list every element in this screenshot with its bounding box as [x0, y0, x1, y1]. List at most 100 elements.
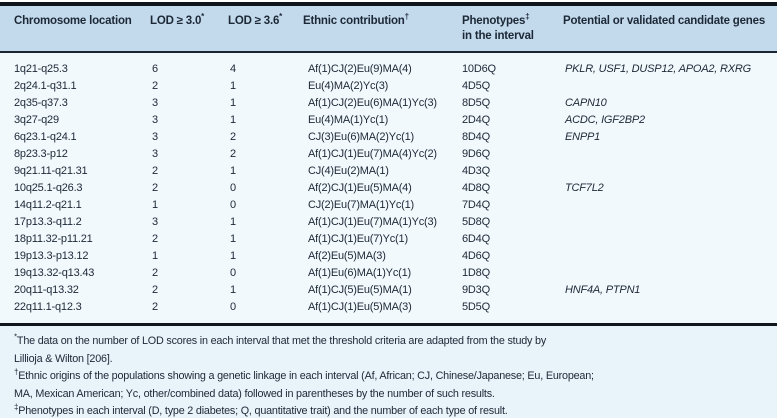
cell-lod30: 6 — [152, 63, 158, 75]
table-row: 2q35-q37.3 3 1 Af(1)CJ(2)Eu(6)MA(1)Yc(3)… — [0, 95, 777, 112]
cell-location: 3q27-q29 — [14, 114, 59, 126]
cell-ethnic: Af(1)CJ(1)Eu(7)MA(1)Yc(3) — [308, 216, 437, 228]
cell-lod30: 2 — [152, 284, 158, 296]
table-row: 19q13.32-q13.43 2 0 Af(1)Eu(6)MA(1)Yc(1)… — [0, 265, 777, 282]
cell-lod36: 1 — [230, 284, 236, 296]
cell-genes: ACDC, IGF2BP2 — [565, 114, 645, 126]
table-bottom-rule — [0, 323, 777, 326]
footnote-ethnic-origins: †Ethnic origins of the populations showi… — [14, 368, 767, 403]
cell-lod30: 1 — [152, 250, 158, 262]
cell-location: 19q13.32-q13.43 — [14, 267, 95, 279]
cell-phenotypes: 4D6Q — [462, 250, 490, 262]
footnote-text: Ethnic origins of the populations showin… — [18, 370, 594, 382]
cell-lod36: 0 — [230, 267, 236, 279]
cell-lod36: 0 — [230, 199, 236, 211]
footnote-text: MA, Mexican American; Yc, other/combined… — [14, 387, 495, 400]
footnote-text: Phenotypes in each interval (D, type 2 d… — [18, 405, 508, 417]
cell-phenotypes: 5D8Q — [462, 216, 490, 228]
table-row: 6q23.1-q24.1 3 2 CJ(3)Eu(6)MA(2)Yc(1) 8D… — [0, 129, 777, 146]
header-label: Chromosome location — [14, 15, 132, 27]
header-label-line2: in the interval — [462, 30, 534, 42]
cell-ethnic: Eu(4)MA(2)Yc(3) — [308, 80, 389, 92]
column-header-phenotypes: Phenotypes‡ in the interval — [462, 6, 563, 53]
cell-location: 8p23.3-p12 — [14, 148, 68, 160]
table-footnotes: *The data on the number of LOD scores in… — [0, 326, 777, 418]
cell-location: 1q21-q25.3 — [14, 63, 68, 75]
cell-genes — [563, 146, 777, 163]
cell-genes: TCF7L2 — [565, 182, 604, 194]
cell-genes: ENPP1 — [565, 131, 601, 143]
cell-lod30: 3 — [152, 148, 158, 160]
cell-ethnic: CJ(4)Eu(2)MA(1) — [308, 165, 389, 177]
cell-lod30: 2 — [152, 182, 158, 194]
header-label: LOD ≥ 3.6 — [228, 15, 280, 27]
cell-lod30: 3 — [152, 97, 158, 109]
cell-lod30: 2 — [152, 301, 158, 313]
column-header-chromosome-location: Chromosome location — [0, 6, 150, 53]
cell-lod36: 1 — [230, 165, 236, 177]
footnote-asterisk-marker: * — [14, 332, 17, 342]
cell-lod30: 2 — [152, 267, 158, 279]
cell-genes: HNF4A, PTPN1 — [565, 284, 641, 296]
table-row: 8p23.3-p12 3 2 Af(1)CJ(1)Eu(7)MA(4)Yc(2)… — [0, 146, 777, 163]
table-top-rule — [0, 2, 777, 6]
header-footnote-marker: ‡ — [525, 12, 530, 22]
cell-ethnic: Af(1)CJ(2)Eu(9)MA(4) — [308, 63, 412, 75]
cell-location: 2q24.1-q31.1 — [14, 80, 77, 92]
cell-genes — [563, 78, 777, 95]
table-row: 20q11-q13.32 2 1 Af(1)CJ(5)Eu(5)MA(1) 9D… — [0, 282, 777, 299]
top-margin — [0, 0, 777, 2]
cell-phenotypes: 4D5Q — [462, 80, 490, 92]
cell-location: 14q11.2-q21.1 — [14, 199, 82, 211]
cell-phenotypes: 8D5Q — [462, 97, 490, 109]
cell-genes — [563, 248, 777, 265]
cell-ethnic: Af(1)CJ(1)Eu(5)MA(3) — [308, 301, 412, 313]
column-header-candidate-genes: Potential or validated candidate genes — [563, 6, 777, 53]
table-header: Chromosome location LOD ≥ 3.0* LOD ≥ 3.6… — [0, 6, 777, 53]
cell-genes — [563, 265, 777, 282]
cell-location: 17p13.3-q11.2 — [14, 216, 82, 228]
cell-genes — [563, 299, 777, 323]
cell-phenotypes: 9D3Q — [462, 284, 490, 296]
cell-phenotypes: 10D6Q — [462, 63, 496, 75]
cell-ethnic: Af(1)Eu(6)MA(1)Yc(1) — [308, 267, 411, 279]
header-footnote-marker: * — [279, 12, 283, 22]
cell-phenotypes: 7D4Q — [462, 199, 490, 211]
cell-ethnic: Af(2)CJ(1)Eu(5)MA(4) — [308, 182, 412, 194]
cell-location: 19p13.3-p13.12 — [14, 250, 89, 262]
cell-phenotypes: 4D8Q — [462, 182, 490, 194]
cell-ethnic: Af(1)CJ(1)Eu(7)MA(4)Yc(2) — [308, 148, 437, 160]
header-label: LOD ≥ 3.0 — [150, 15, 202, 27]
cell-lod36: 1 — [230, 216, 236, 228]
cell-ethnic: Af(1)CJ(2)Eu(6)MA(1)Yc(3) — [308, 97, 437, 109]
cell-lod36: 0 — [230, 301, 236, 313]
cell-phenotypes: 6D4Q — [462, 233, 490, 245]
cell-phenotypes: 9D6Q — [462, 148, 490, 160]
cell-ethnic: Af(2)Eu(5)MA(3) — [308, 250, 386, 262]
table-row: 14q11.2-q21.1 1 0 CJ(2)Eu(7)MA(1)Yc(1) 7… — [0, 197, 777, 214]
column-header-lod-3-0: LOD ≥ 3.0* — [150, 6, 228, 53]
footnote-dagger-marker: † — [14, 367, 19, 377]
cell-location: 22q11.1-q12.3 — [14, 301, 82, 313]
table-row: 17p13.3-q11.2 3 1 Af(1)CJ(1)Eu(7)MA(1)Yc… — [0, 214, 777, 231]
table-row: 9q21.11-q21.31 2 1 CJ(4)Eu(2)MA(1) 4D3Q — [0, 163, 777, 180]
cell-location: 2q35-q37.3 — [14, 97, 68, 109]
cell-phenotypes: 8D4Q — [462, 131, 490, 143]
cell-location: 6q23.1-q24.1 — [14, 131, 77, 143]
table-row: 10q25.1-q26.3 2 0 Af(2)CJ(1)Eu(5)MA(4) 4… — [0, 180, 777, 197]
cell-ethnic: Af(1)CJ(1)Eu(7)Yc(1) — [308, 233, 408, 245]
footnote-text: The data on the number of LOD scores in … — [16, 335, 547, 347]
cell-lod30: 3 — [152, 131, 158, 143]
cell-genes: CAPN10 — [565, 97, 607, 109]
cell-lod30: 1 — [152, 199, 158, 211]
cell-lod36: 1 — [230, 80, 236, 92]
header-label: Ethnic contribution — [303, 15, 405, 27]
linkage-table: Chromosome location LOD ≥ 3.0* LOD ≥ 3.6… — [0, 6, 777, 323]
footnote-lod-source: *The data on the number of LOD scores in… — [14, 333, 767, 368]
cell-lod30: 2 — [152, 233, 158, 245]
cell-phenotypes: 2D4Q — [462, 114, 490, 126]
cell-lod36: 1 — [230, 233, 236, 245]
header-label: Phenotypes — [462, 15, 526, 27]
cell-genes — [563, 214, 777, 231]
